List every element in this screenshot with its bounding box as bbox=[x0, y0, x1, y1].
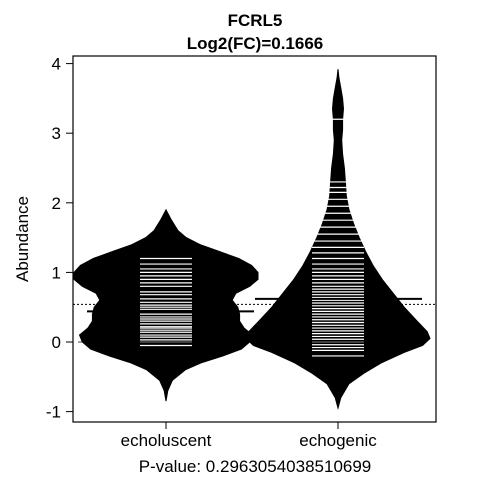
y-tick-label: -1 bbox=[46, 403, 61, 422]
x-axis-label: P-value: 0.2963054038510699 bbox=[139, 457, 372, 476]
y-axis-label: Abundance bbox=[13, 196, 32, 282]
y-tick-label: 4 bbox=[52, 55, 61, 74]
y-tick-label: 0 bbox=[52, 333, 61, 352]
chart-title: FCRL5 bbox=[228, 11, 283, 30]
y-tick-label: 3 bbox=[52, 124, 61, 143]
chart-subtitle: Log2(FC)=0.1666 bbox=[187, 34, 324, 53]
x-tick-label: echoluscent bbox=[121, 431, 212, 450]
y-tick-label: 1 bbox=[52, 263, 61, 282]
y-tick-label: 2 bbox=[52, 194, 61, 213]
x-tick-label: echogenic bbox=[299, 431, 377, 450]
